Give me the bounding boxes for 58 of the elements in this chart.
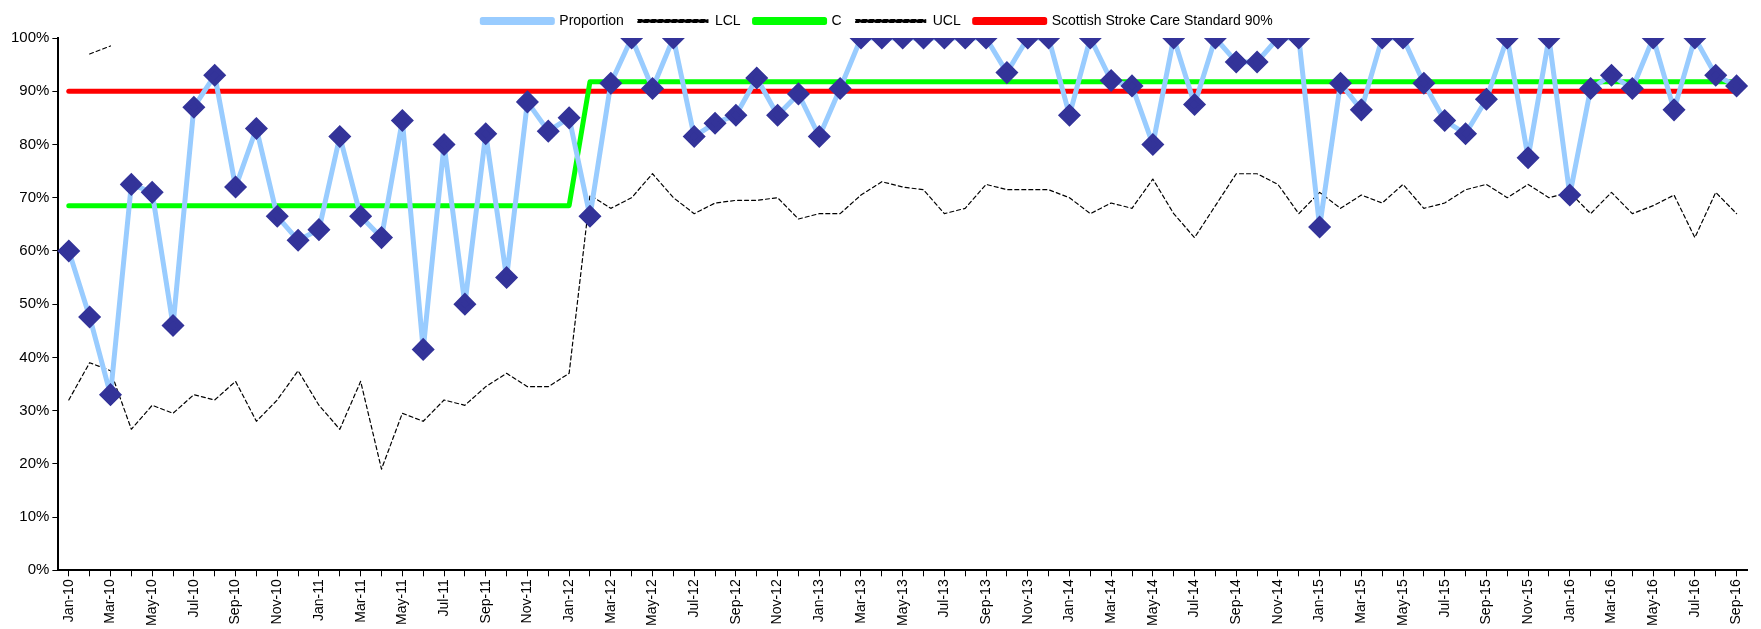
- x-tick-label: Jan-14: [1060, 579, 1077, 623]
- x-tick-label: Sep-16: [1727, 579, 1744, 625]
- x-tick-label: Mar-12: [601, 579, 618, 624]
- legend-label: Proportion: [559, 11, 624, 28]
- line-series: [68, 173, 1738, 470]
- x-tick-label: May-12: [643, 579, 660, 626]
- y-tick-label: 100%: [10, 28, 50, 46]
- y-tick-label: 30%: [19, 400, 50, 418]
- x-tick-label: May-10: [143, 579, 160, 626]
- x-tick-label: May-14: [1143, 579, 1160, 626]
- x-tick-label: Nov-10: [268, 579, 285, 625]
- x-tick-label: Sep-13: [976, 579, 993, 625]
- x-tick-label: Sep-10: [226, 579, 243, 625]
- x-tick-label: Jul-16: [1685, 579, 1702, 618]
- x-tick-label: Mar-14: [1102, 579, 1119, 624]
- x-tick-label: Jul-11: [434, 579, 451, 617]
- x-tick-label: Jul-10: [184, 579, 201, 618]
- x-tick-label: Jul-15: [1435, 579, 1452, 618]
- x-tick-label: Jul-12: [685, 579, 702, 618]
- x-tick-label: Sep-11: [476, 579, 493, 624]
- y-tick-label: 70%: [19, 187, 50, 205]
- x-tick-label: May-15: [1393, 579, 1410, 626]
- x-tick-label: Mar-16: [1602, 579, 1619, 624]
- x-tick-label: Jan-13: [810, 579, 827, 623]
- y-tick-label: 80%: [19, 134, 50, 152]
- x-tick-label: Nov-12: [768, 579, 785, 625]
- x-tick-label: Sep-15: [1477, 579, 1494, 625]
- y-tick-label: 90%: [19, 81, 50, 99]
- x-tick-label: Jan-10: [59, 579, 76, 623]
- x-tick-label: Nov-11: [518, 579, 535, 624]
- legend-label: UCL: [932, 11, 961, 28]
- x-tick-label: May-16: [1644, 579, 1661, 626]
- x-tick-label: Jan-11: [309, 579, 326, 622]
- x-tick-label: May-11: [393, 579, 410, 625]
- y-tick-label: 60%: [19, 241, 50, 259]
- legend-label: C: [831, 11, 842, 28]
- x-tick-label: Jan-15: [1310, 579, 1327, 623]
- x-tick-label: Jan-12: [559, 579, 576, 623]
- x-tick-label: Mar-15: [1352, 579, 1369, 624]
- x-tick-label: Jul-13: [935, 579, 952, 618]
- legend-label: LCL: [714, 11, 741, 28]
- x-tick-label: Mar-13: [851, 579, 868, 624]
- x-tick-label: Sep-12: [726, 579, 743, 625]
- x-tick-label: May-13: [893, 579, 910, 626]
- x-tick-label: Jul-14: [1185, 579, 1202, 618]
- y-tick-label: 0%: [27, 560, 50, 578]
- y-tick-label: 10%: [19, 507, 50, 525]
- legend-label: Scottish Stroke Care Standard 90%: [1051, 11, 1273, 28]
- x-tick-label: Mar-11: [351, 579, 368, 623]
- y-tick-label: 20%: [19, 453, 50, 471]
- y-tick-label: 50%: [19, 294, 50, 312]
- x-tick-label: Mar-10: [101, 579, 118, 624]
- y-tick-label: 40%: [19, 347, 50, 365]
- x-tick-label: Nov-14: [1268, 579, 1285, 625]
- x-tick-label: Jan-16: [1560, 579, 1577, 623]
- x-tick-label: Nov-13: [1018, 579, 1035, 625]
- x-tick-label: Nov-15: [1518, 579, 1535, 625]
- x-tick-label: Sep-14: [1227, 579, 1244, 625]
